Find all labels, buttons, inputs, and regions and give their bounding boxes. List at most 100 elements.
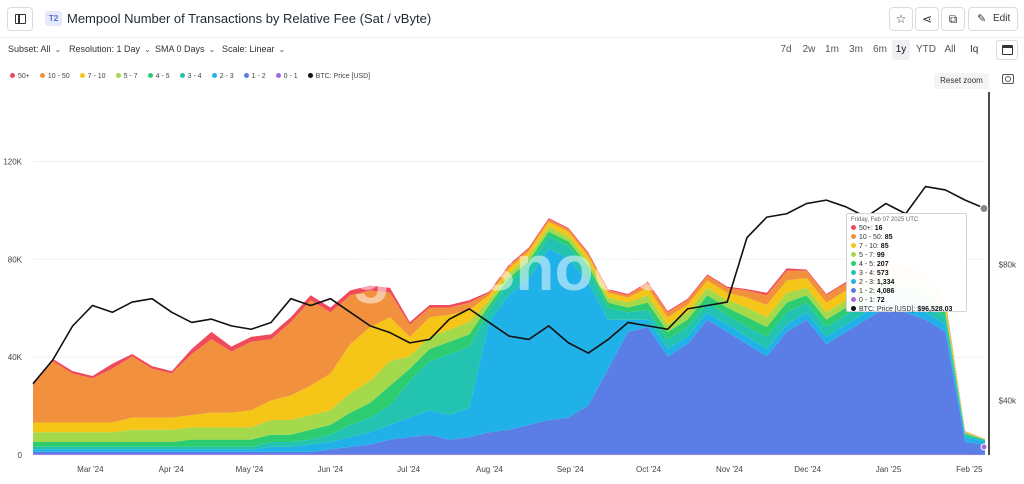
legend-label: 2 - 3 xyxy=(219,73,234,80)
legend-item[interactable]: 10 - 50 xyxy=(39,73,70,80)
legend-item[interactable]: 3 - 4 xyxy=(179,73,202,80)
legend-label: 50+ xyxy=(18,73,30,80)
legend-label: 5 - 7 xyxy=(123,73,138,80)
legend-swatch xyxy=(179,73,185,78)
tooltip-swatch xyxy=(851,297,856,302)
share-button[interactable]: ⋖ xyxy=(915,7,939,31)
x-tick-label: Oct '24 xyxy=(636,465,662,474)
resolution-dropdown[interactable]: Resolution: 1 Day ⌄ xyxy=(69,44,151,54)
resolution-label: Resolution: 1 Day xyxy=(69,44,141,54)
chevron-down-icon: ⌄ xyxy=(54,45,62,54)
area-series xyxy=(33,248,985,452)
star-icon: ☆ xyxy=(895,12,907,26)
favorite-button[interactable]: ☆ xyxy=(889,7,913,31)
tooltip-label: 10 - 50: xyxy=(859,234,885,241)
tooltip-value: 1,334 xyxy=(876,279,895,286)
legend-item[interactable]: 5 - 7 xyxy=(115,73,138,80)
legend-item[interactable]: 2 - 3 xyxy=(211,73,234,80)
tooltip-label: 7 - 10: xyxy=(859,243,881,250)
legend-label: 10 - 50 xyxy=(47,73,70,80)
tooltip-value: 85 xyxy=(884,234,893,241)
sidebar-toggle-button[interactable] xyxy=(7,7,33,31)
legend-item[interactable]: 4 - 5 xyxy=(147,73,170,80)
tooltip-label: 0 - 1: xyxy=(859,297,877,304)
range-7d[interactable]: 7d xyxy=(780,44,792,55)
legend-item[interactable]: BTC: Price [USD] xyxy=(307,73,371,80)
tooltip-value: 99 xyxy=(876,252,885,259)
legend-swatch xyxy=(275,73,281,78)
tooltip-label: 4 - 5: xyxy=(859,261,877,268)
tooltip-row: 5 - 7: 99 xyxy=(851,251,962,260)
x-tick-label: Apr '24 xyxy=(159,465,185,474)
range-ytd[interactable]: YTD xyxy=(916,44,936,55)
tooltip-label: 50+: xyxy=(859,225,875,232)
reset-zoom-button[interactable]: Reset zoom xyxy=(934,73,989,89)
legend-label: 0 - 1 xyxy=(283,73,298,80)
scale-dropdown[interactable]: Scale: Linear ⌄ xyxy=(222,44,285,54)
share-icon: ⋖ xyxy=(921,12,933,26)
y-tick-label: 0 xyxy=(18,451,23,460)
pencil-icon: ✎ xyxy=(977,13,987,25)
tooltip-value: 85 xyxy=(880,243,889,250)
sma-label: SMA 0 Days xyxy=(155,44,205,54)
tooltip-swatch xyxy=(851,252,856,257)
tier-badge: T2 xyxy=(45,11,62,26)
x-tick-label: Feb '25 xyxy=(956,465,983,474)
range-2w[interactable]: 2w xyxy=(802,44,816,55)
tooltip-row: 50+: 16 xyxy=(851,224,962,233)
camera-icon[interactable] xyxy=(1002,74,1014,84)
x-tick-label: May '24 xyxy=(236,465,264,474)
range-3m[interactable]: 3m xyxy=(849,44,863,55)
price-marker xyxy=(979,204,989,214)
tooltip-row: 1 - 2: 4,086 xyxy=(851,287,962,296)
legend-label: 1 - 2 xyxy=(251,73,266,80)
zoom-select-button[interactable]: Iq xyxy=(970,44,979,55)
chevron-down-icon: ⌄ xyxy=(208,45,216,54)
subset-label: Subset: All xyxy=(8,44,51,54)
tooltip-row: 0 - 1: 72 xyxy=(851,296,962,305)
tooltip-swatch xyxy=(851,243,856,248)
sma-dropdown[interactable]: SMA 0 Days ⌄ xyxy=(155,44,215,54)
tooltip-row: 2 - 3: 1,334 xyxy=(851,278,962,287)
legend-item[interactable]: 1 - 2 xyxy=(243,73,266,80)
range-all[interactable]: All xyxy=(944,44,956,55)
legend-item[interactable]: 0 - 1 xyxy=(275,73,298,80)
x-tick-label: Jan '25 xyxy=(876,465,902,474)
calendar-icon xyxy=(1002,45,1013,55)
range-1m[interactable]: 1m xyxy=(825,44,839,55)
date-picker-button[interactable] xyxy=(996,40,1018,60)
scale-label: Scale: Linear xyxy=(222,44,275,54)
tooltip-swatch xyxy=(851,225,856,230)
legend-item[interactable]: 7 - 10 xyxy=(79,73,106,80)
y-tick-label: 120K xyxy=(3,157,22,166)
legend-swatch xyxy=(147,73,153,78)
legend-swatch xyxy=(10,73,15,78)
range-6m[interactable]: 6m xyxy=(873,44,887,55)
time-range-selector: 7d 2w 1m 3m 6m 1y YTD All xyxy=(776,40,991,60)
y-tick-label: 80K xyxy=(8,255,23,264)
range-1y[interactable]: 1y xyxy=(892,40,910,60)
subset-dropdown[interactable]: Subset: All ⌄ xyxy=(8,44,61,54)
sidebar-icon xyxy=(15,14,26,24)
tooltip-label: BTC: Price [USD]: xyxy=(859,306,918,313)
series-marker xyxy=(980,443,988,451)
legend-label: BTC: Price [USD] xyxy=(315,73,371,80)
legend-item[interactable]: 50+ xyxy=(10,73,30,80)
duplicate-button[interactable]: ⧉ xyxy=(941,7,965,31)
legend-swatch xyxy=(211,73,217,78)
tooltip-swatch xyxy=(851,288,856,293)
chart-tooltip: Friday, Feb 07 2025 UTC 50+: 16 10 - 50: … xyxy=(846,213,967,313)
chart-legend: 50+ 10 - 50 7 - 10 5 - 7 4 - 5 3 - 4 2 - 3 1 - … xyxy=(10,73,380,80)
tooltip-row: 7 - 10: 85 xyxy=(851,242,962,251)
legend-swatch xyxy=(243,73,249,78)
x-tick-label: Jul '24 xyxy=(397,465,420,474)
tooltip-row: 3 - 4: 573 xyxy=(851,269,962,278)
edit-button[interactable]: ✎ Edit xyxy=(968,7,1018,31)
y-tick-label: 40K xyxy=(8,353,23,362)
chevron-down-icon: ⌄ xyxy=(278,45,286,54)
tooltip-value: 4,086 xyxy=(876,288,895,295)
tooltip-swatch xyxy=(851,270,856,275)
tooltip-value: $96,528.03 xyxy=(917,306,953,313)
tooltip-value: 207 xyxy=(876,261,889,268)
chevron-down-icon: ⌄ xyxy=(144,45,151,54)
